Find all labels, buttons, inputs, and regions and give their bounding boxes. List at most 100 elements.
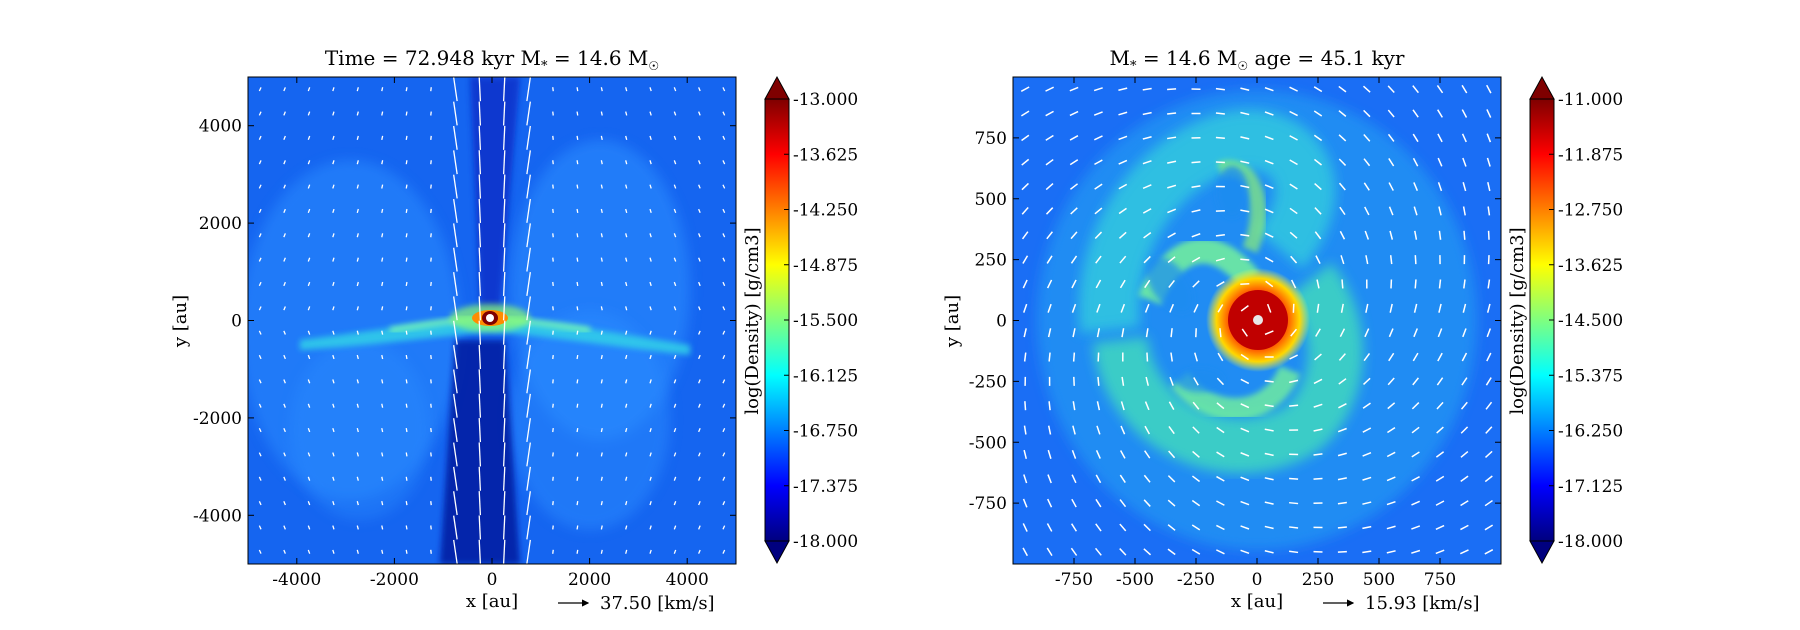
velocity-arrow — [1168, 279, 1175, 288]
velocity-arrow — [1486, 133, 1492, 143]
velocity-arrow — [1437, 328, 1443, 338]
velocity-arrow — [1438, 279, 1442, 289]
velocity-arrow — [1437, 133, 1443, 143]
velocity-arrow — [405, 525, 408, 530]
y-tick-label: 750 — [975, 129, 1007, 149]
velocity-arrow — [1315, 255, 1321, 264]
velocity-arrow — [1290, 328, 1298, 337]
velocity-arrow — [1046, 547, 1053, 557]
velocity-arrow — [649, 549, 652, 554]
velocity-arrow — [478, 174, 482, 199]
density-map-right — [1013, 77, 1501, 564]
velocity-arrow — [283, 330, 286, 335]
velocity-arrow — [1095, 450, 1101, 459]
velocity-arrow — [1095, 255, 1102, 264]
velocity-arrow — [1022, 523, 1028, 532]
velocity-arrow — [405, 354, 408, 360]
velocity-arrow — [453, 345, 458, 369]
velocity-arrow — [1168, 450, 1176, 459]
velocity-arrow — [478, 247, 482, 272]
velocity-arrow — [381, 549, 384, 554]
velocity-arrow — [1462, 303, 1467, 313]
panel-left-title: Time = 72.948 kyr M* = 14.6 M☉ — [325, 46, 659, 74]
velocity-arrow — [381, 403, 384, 408]
y-axis-label-left: y [au] — [170, 295, 191, 348]
velocity-arrow — [1362, 550, 1372, 554]
x-tick-label: -750 — [1055, 570, 1093, 590]
velocity-arrow — [356, 135, 359, 140]
panel-left: Time = 72.948 kyr M* = 14.6 M☉ -4000 -200… — [170, 46, 858, 614]
velocity-arrow — [1023, 474, 1028, 484]
velocity-arrow — [478, 101, 482, 126]
velocity-arrow — [1484, 549, 1494, 555]
colorbar-tick-label: -14.500 — [1558, 311, 1623, 331]
x-tick-label: -4000 — [272, 570, 321, 590]
velocity-arrow — [1435, 549, 1445, 555]
velocity-arrow — [1191, 524, 1201, 531]
velocity-arrow — [307, 427, 311, 433]
velocity-arrow — [1486, 109, 1492, 118]
velocity-arrow — [478, 320, 482, 345]
velocity-arrow — [1144, 425, 1151, 435]
velocity-arrow — [1411, 549, 1421, 554]
velocity-arrow — [1289, 86, 1298, 92]
velocity-arrow — [478, 198, 482, 223]
x-tick-label: -500 — [1116, 570, 1154, 590]
velocity-arrow — [1048, 401, 1051, 411]
colorbar-tick-label: -16.125 — [793, 366, 858, 386]
velocity-arrow — [1070, 523, 1078, 532]
velocity-arrow — [649, 525, 652, 530]
velocity-arrow — [698, 354, 701, 360]
velocity-arrow — [307, 281, 311, 287]
velocity-arrow — [698, 257, 701, 262]
colorbar-tick-label: -12.750 — [1558, 201, 1623, 221]
velocity-arrow — [1240, 452, 1250, 457]
velocity-arrow — [576, 184, 579, 189]
velocity-arrow — [722, 403, 726, 408]
velocity-arrow — [1240, 87, 1250, 91]
velocity-arrow — [258, 111, 262, 116]
velocity-arrow — [283, 525, 286, 530]
velocity-arrow — [258, 281, 262, 287]
velocity-arrow — [307, 233, 311, 238]
velocity-arrow — [502, 491, 506, 516]
velocity-arrow — [258, 87, 262, 92]
velocity-arrow — [722, 330, 726, 335]
velocity-arrow — [356, 111, 359, 116]
velocity-arrow — [1216, 549, 1225, 555]
velocity-arrow — [526, 296, 531, 321]
velocity-arrow — [1118, 231, 1127, 239]
velocity-arrow — [453, 393, 458, 418]
velocity-arrow — [1387, 133, 1395, 142]
velocity-arrow — [381, 354, 384, 360]
velocity-arrow — [1216, 451, 1225, 458]
velocity-arrow — [1240, 427, 1250, 433]
velocity-arrow — [1485, 426, 1493, 434]
x-axis-label-left: x [au] — [466, 591, 518, 612]
velocity-arrow — [1217, 304, 1224, 313]
velocity-arrow — [332, 525, 335, 530]
velocity-arrow — [1096, 425, 1101, 435]
velocity-arrow — [1143, 523, 1151, 532]
velocity-arrow — [673, 257, 677, 262]
velocity-arrow — [1264, 452, 1274, 457]
velocity-arrow — [673, 549, 677, 554]
velocity-arrow — [526, 150, 531, 175]
velocity-arrow — [600, 184, 603, 189]
velocity-arrow — [1438, 303, 1442, 313]
velocity-arrow — [526, 125, 531, 150]
velocity-arrow — [1191, 499, 1201, 507]
velocity-arrow — [307, 160, 311, 165]
velocity-arrow — [1193, 377, 1199, 386]
velocity-arrow — [1487, 279, 1491, 289]
velocity-arrow — [1313, 86, 1323, 93]
velocity-arrow — [1461, 84, 1468, 94]
velocity-arrow — [1289, 526, 1299, 529]
velocity-arrow — [649, 306, 652, 311]
velocity-arrow — [673, 233, 677, 238]
velocity-arrow — [1096, 401, 1101, 411]
colorbar-tick-label: -14.250 — [793, 201, 858, 221]
velocity-arrow — [1388, 182, 1394, 191]
velocity-arrow — [526, 272, 531, 296]
velocity-arrow — [283, 354, 286, 360]
